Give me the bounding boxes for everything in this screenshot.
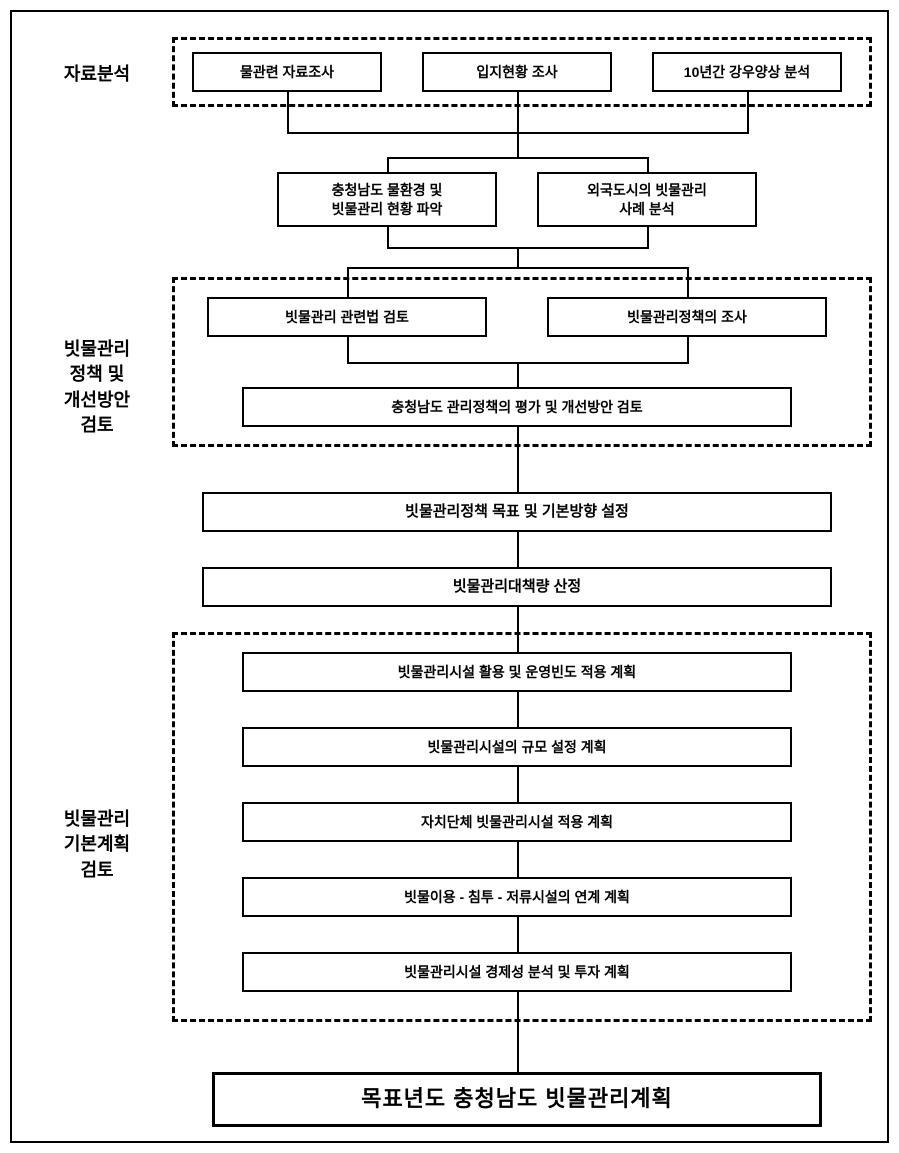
box-text: 빗물관리정책의 조사 — [627, 308, 747, 326]
box-r5-2: 빗물관리시설의 규모 설정 계획 — [242, 727, 792, 767]
box-text: 충청남도 물환경 및 빗물관리 현황 파악 — [332, 181, 443, 217]
box-text: 10년간 강우양상 분석 — [684, 63, 810, 81]
box-r5-3: 자치단체 빗물관리시설 적용 계획 — [242, 802, 792, 842]
box-text: 자치단체 빗물관리시설 적용 계획 — [421, 813, 613, 831]
connector — [517, 362, 519, 387]
box-r5-4: 빗물이용 - 침투 - 저류시설의 연계 계획 — [242, 877, 792, 917]
box-text: 빗물관리 관련법 검토 — [285, 308, 409, 326]
connector — [347, 337, 349, 362]
connector — [517, 842, 519, 877]
connector — [517, 247, 519, 267]
box-r5-5: 빗물관리시설 경제성 분석 및 투자 계획 — [242, 952, 792, 992]
box-r2-2: 외국도시의 빗물관리 사례 분석 — [537, 172, 757, 227]
box-r3-3: 충청남도 관리정책의 평가 및 개선방안 검토 — [242, 387, 792, 427]
label-text: 자료분석 — [64, 64, 130, 84]
connector — [347, 267, 689, 269]
connector — [517, 427, 519, 492]
connector — [747, 92, 749, 132]
box-final: 목표년도 충청남도 빗물관리계획 — [212, 1072, 822, 1127]
connector — [517, 132, 519, 157]
label-text: 빗물관리 정책 및 개선방안 검토 — [64, 339, 130, 435]
box-r4-2: 빗물관리대책량 산정 — [202, 567, 832, 607]
connector — [517, 767, 519, 802]
box-r1-3: 10년간 강우양상 분석 — [652, 52, 842, 92]
box-r5-1: 빗물관리시설 활용 및 운영빈도 적용 계획 — [242, 652, 792, 692]
box-r3-2: 빗물관리정책의 조사 — [547, 297, 827, 337]
connector — [687, 267, 689, 297]
box-r3-1: 빗물관리 관련법 검토 — [207, 297, 487, 337]
outer-frame: 자료분석 빗물관리 정책 및 개선방안 검토 빗물관리 기본계획 검토 물관련 … — [10, 10, 889, 1143]
connector — [347, 267, 349, 297]
section-label-3: 빗물관리 기본계획 검토 — [42, 782, 152, 883]
connector — [387, 157, 389, 172]
connector — [517, 992, 519, 1072]
box-r1-2: 입지현황 조사 — [422, 52, 612, 92]
box-text: 빗물관리시설 활용 및 운영빈도 적용 계획 — [398, 663, 636, 681]
connector — [687, 337, 689, 362]
box-text: 빗물관리정책 목표 및 기본방향 설정 — [405, 502, 629, 522]
connector — [387, 157, 649, 159]
box-text: 빗물이용 - 침투 - 저류시설의 연계 계획 — [404, 888, 630, 906]
connector — [517, 917, 519, 952]
box-text: 충청남도 관리정책의 평가 및 개선방안 검토 — [391, 398, 642, 416]
box-text: 입지현황 조사 — [476, 63, 557, 81]
box-text: 빗물관리대책량 산정 — [453, 577, 581, 597]
connector — [517, 532, 519, 567]
connector — [517, 692, 519, 727]
label-text: 빗물관리 기본계획 검토 — [64, 809, 130, 879]
connector — [647, 157, 649, 172]
box-text: 외국도시의 빗물관리 사례 분석 — [587, 181, 707, 217]
connector — [287, 92, 289, 132]
box-r4-1: 빗물관리정책 목표 및 기본방향 설정 — [202, 492, 832, 532]
connector — [387, 227, 389, 247]
connector — [517, 92, 519, 132]
box-text: 빗물관리시설의 규모 설정 계획 — [427, 738, 606, 756]
box-text: 목표년도 충청남도 빗물관리계획 — [361, 1085, 673, 1114]
section-label-1: 자료분석 — [42, 62, 152, 87]
box-r1-1: 물관련 자료조사 — [192, 52, 382, 92]
connector — [647, 227, 649, 247]
section-label-2: 빗물관리 정책 및 개선방안 검토 — [42, 312, 152, 438]
connector — [517, 607, 519, 652]
box-text: 빗물관리시설 경제성 분석 및 투자 계획 — [404, 963, 630, 981]
box-r2-1: 충청남도 물환경 및 빗물관리 현황 파악 — [277, 172, 497, 227]
box-text: 물관련 자료조사 — [240, 63, 334, 81]
